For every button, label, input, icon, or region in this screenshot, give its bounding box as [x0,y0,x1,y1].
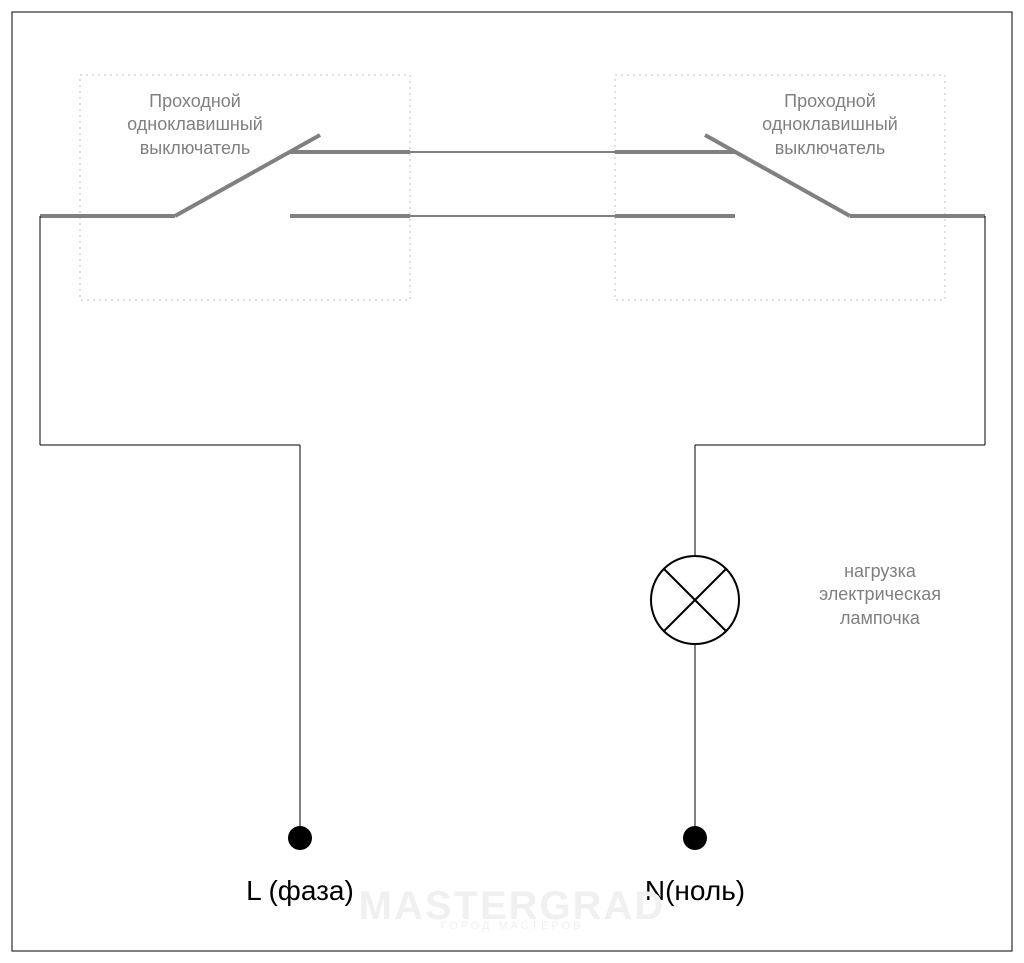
switch-left-label: Проходной одноклавишный выключатель [45,90,345,160]
diagram-canvas: Проходной одноклавишный выключатель Прох… [0,0,1024,963]
switch-right-label: Проходной одноклавишный выключатель [680,90,980,160]
watermark: MASTERGRAD ГОРОД МАСТЕРОВ [312,890,712,931]
lamp-label: нагрузка электрическая лампочка [730,560,1024,630]
